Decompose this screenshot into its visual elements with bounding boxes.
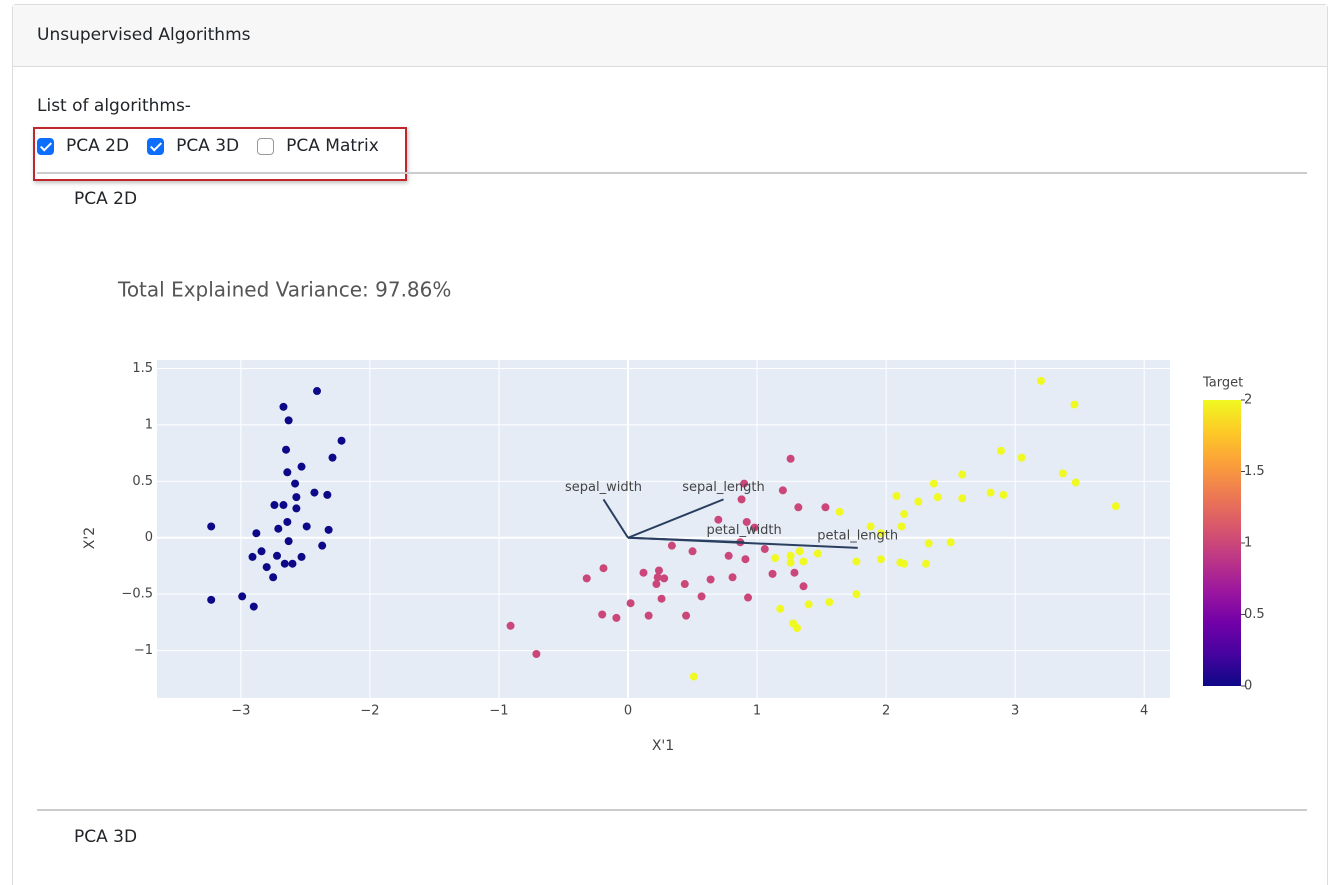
highlight-box <box>33 127 407 181</box>
divider <box>37 172 1307 174</box>
checkbox[interactable]: PCA 3D <box>147 136 239 156</box>
checkbox-box[interactable] <box>147 137 165 155</box>
section-title: PCA 3D <box>74 827 138 847</box>
checkbox[interactable]: PCA Matrix <box>257 136 379 156</box>
checkbox-box[interactable] <box>37 137 54 155</box>
section-title: PCA 2D <box>74 189 138 209</box>
checkbox-label[interactable]: PCA 3D <box>176 136 240 156</box>
checkbox-group: PCA 2D PCA 3D PCA Matrix <box>37 136 397 156</box>
header-title: Unsupervised Algorithms <box>37 25 251 45</box>
divider <box>37 809 1307 811</box>
checkbox-label[interactable]: PCA Matrix <box>286 136 379 156</box>
card-header <box>13 5 1327 67</box>
checkbox-box[interactable] <box>257 137 275 155</box>
list-label: List of algorithms- <box>37 96 191 116</box>
card <box>12 4 1328 885</box>
checkbox-label[interactable]: PCA 2D <box>66 136 130 156</box>
checkbox[interactable]: PCA 2D <box>37 136 129 156</box>
